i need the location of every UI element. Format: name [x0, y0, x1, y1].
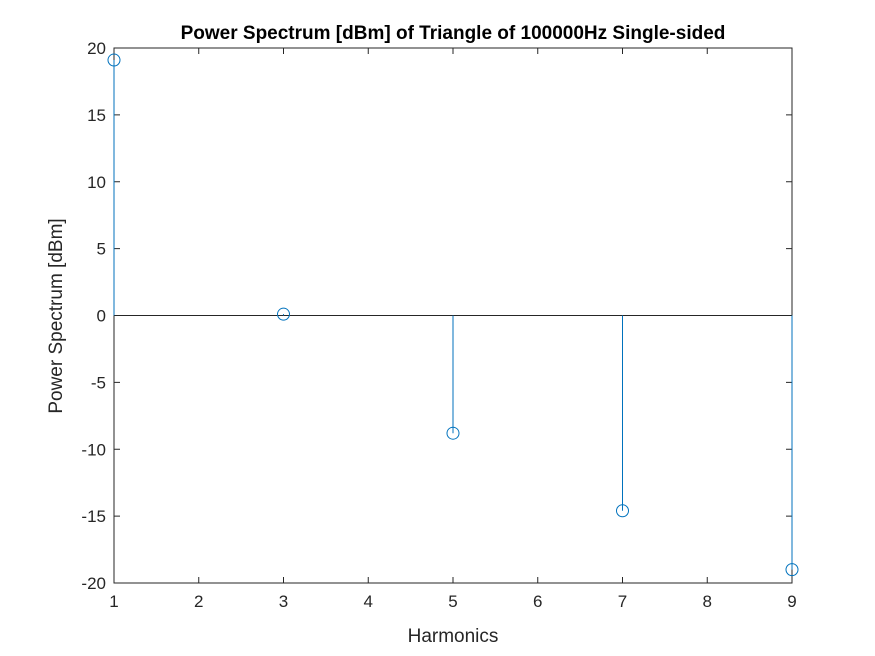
x-tick-label: 1: [109, 592, 118, 611]
y-tick-label: 0: [97, 307, 106, 326]
data-point: [446, 426, 460, 440]
y-tick-label: -15: [81, 507, 106, 526]
y-tick-label: 5: [97, 240, 106, 259]
y-axis-label: Power Spectrum [dBm]: [46, 218, 67, 413]
data-point: [616, 504, 629, 518]
data-point: [785, 563, 799, 577]
x-tick-label: 2: [194, 592, 203, 611]
x-tick-label: 4: [364, 592, 373, 611]
stem-series: [107, 53, 799, 577]
x-tick-label: 5: [448, 592, 457, 611]
x-tick-label: 6: [533, 592, 542, 611]
y-tick-label: -5: [91, 373, 106, 392]
y-tick-label: 20: [87, 39, 106, 58]
y-tick-label: -20: [81, 574, 106, 593]
x-axis-label: Harmonics: [408, 626, 499, 647]
data-point: [107, 53, 121, 67]
y-axis: -20 -15 -10 -5 0 5 10 15 20: [81, 39, 792, 593]
x-tick-label: 9: [787, 592, 796, 611]
y-tick-label: 10: [87, 173, 106, 192]
x-axis: 1 2 3 4 5 6 7 8 9: [109, 48, 797, 611]
x-tick-label: 3: [279, 592, 288, 611]
x-tick-label: 7: [618, 592, 627, 611]
y-tick-label: -10: [81, 440, 106, 459]
data-point: [277, 307, 290, 321]
x-tick-label: 8: [703, 592, 712, 611]
y-tick-label: 15: [87, 106, 106, 125]
chart-title: Power Spectrum [dBm] of Triangle of 1000…: [181, 23, 726, 44]
